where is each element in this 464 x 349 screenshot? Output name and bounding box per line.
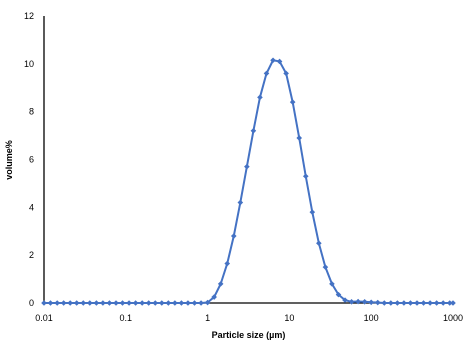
data-point-marker	[283, 70, 289, 77]
tick-labels: 0.01 0.1 1 10 100 1000 0 2 4 6 8 10 12	[24, 11, 463, 323]
data-point-marker	[316, 240, 322, 247]
data-point-marker	[100, 300, 106, 306]
data-point-marker	[106, 300, 113, 306]
data-point-marker	[401, 300, 407, 306]
data-point-marker	[165, 300, 172, 306]
data-point-marker	[41, 300, 47, 306]
data-point-marker	[191, 300, 198, 306]
data-point-marker	[289, 99, 296, 105]
data-point-marker	[388, 300, 394, 306]
data-point-marker	[414, 300, 420, 306]
data-point-marker	[119, 300, 126, 306]
data-point-marker	[47, 300, 54, 306]
x-tick-label: 1000	[443, 313, 463, 323]
data-point-marker	[440, 300, 446, 306]
data-point-marker	[237, 199, 244, 206]
y-tick-label: 2	[29, 250, 34, 260]
data-point-marker	[407, 300, 414, 306]
data-point-marker	[433, 300, 440, 306]
y-tick-label: 12	[24, 11, 34, 21]
y-tick-label: 0	[29, 298, 34, 308]
data-point-marker	[145, 300, 152, 306]
data-point-marker	[394, 300, 401, 306]
data-point-marker	[126, 300, 132, 306]
x-tick-label: 1	[205, 313, 210, 323]
data-point-marker	[420, 300, 427, 306]
data-point-marker	[80, 300, 87, 306]
y-tick-label: 6	[29, 155, 34, 165]
data-point-marker	[178, 300, 185, 306]
x-tick-label: 0.1	[120, 313, 133, 323]
data-point-marker	[322, 264, 329, 270]
series-layer	[41, 57, 456, 306]
data-point-marker	[427, 300, 433, 306]
x-tick-label: 10	[284, 313, 294, 323]
data-point-marker	[257, 94, 263, 101]
data-point-marker	[250, 128, 257, 134]
data-point-marker	[335, 291, 342, 298]
data-point-marker	[217, 281, 224, 287]
data-point-marker	[211, 294, 217, 300]
data-point-marker	[361, 299, 368, 305]
data-point-marker	[224, 260, 231, 267]
data-point-marker	[158, 300, 165, 306]
data-point-marker	[342, 297, 348, 303]
data-point-marker	[450, 300, 456, 306]
data-point-marker	[172, 300, 178, 306]
data-point-marker	[276, 58, 283, 65]
data-point-marker	[67, 300, 73, 306]
data-point-marker	[355, 298, 361, 305]
data-point-marker	[296, 135, 303, 141]
data-point-marker	[139, 300, 145, 306]
data-point-marker	[348, 299, 355, 305]
data-point-marker	[132, 300, 139, 306]
data-point-marker	[87, 300, 93, 306]
data-point-marker	[54, 300, 60, 306]
data-point-marker	[381, 300, 388, 306]
data-point-marker	[302, 173, 309, 180]
y-tick-label: 4	[29, 202, 34, 212]
data-point-marker	[113, 300, 119, 306]
data-point-marker	[185, 300, 191, 306]
x-tick-label: 0.01	[35, 313, 53, 323]
y-tick-label: 8	[29, 107, 34, 117]
data-point-marker	[198, 300, 204, 306]
data-point-marker	[309, 209, 316, 215]
data-point-marker	[446, 300, 453, 306]
y-axis-title: volume%	[4, 140, 14, 180]
x-axis-title: Particle size (µm)	[212, 330, 286, 340]
data-point-marker	[329, 281, 335, 287]
data-point-marker	[244, 163, 250, 170]
data-point-marker	[60, 300, 67, 306]
data-point-marker	[374, 299, 381, 306]
x-tick-label: 100	[364, 313, 379, 323]
series-line	[44, 59, 453, 304]
data-point-marker	[368, 299, 374, 306]
data-point-marker	[73, 300, 80, 306]
data-point-marker	[93, 300, 100, 306]
data-point-marker	[230, 233, 237, 239]
data-point-marker	[204, 299, 211, 306]
data-point-marker	[263, 70, 270, 77]
data-point-marker	[270, 57, 276, 64]
y-tick-label: 10	[24, 59, 34, 69]
data-point-marker	[152, 300, 159, 306]
